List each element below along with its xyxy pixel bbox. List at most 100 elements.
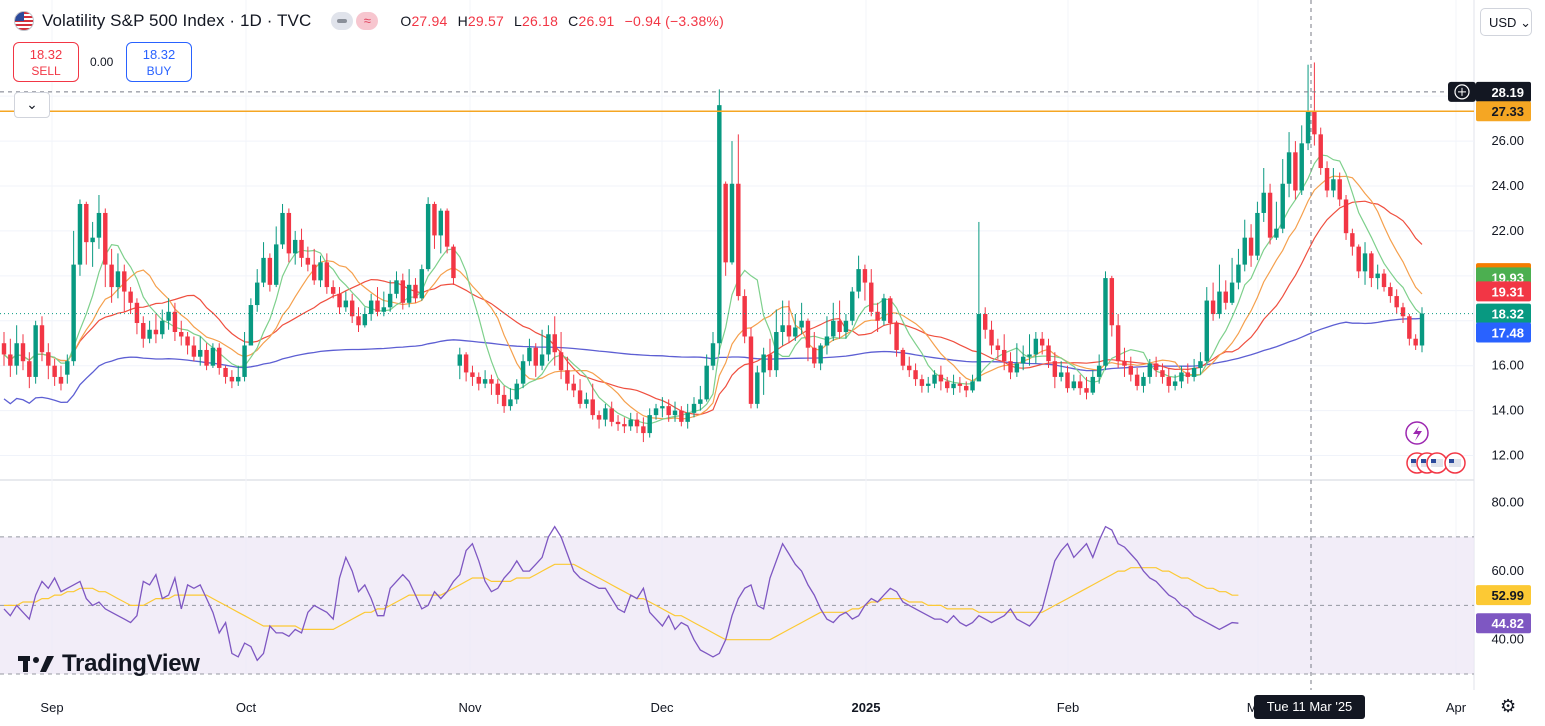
crosshair-date-label: Tue 11 Mar '25: [1254, 695, 1365, 719]
symbol-title[interactable]: Volatility S&P 500 Index · 1D · TVC: [42, 11, 312, 30]
candle-body: [1267, 192, 1273, 238]
candle-body: [552, 334, 557, 353]
price-axis-label: 27.33: [1491, 104, 1524, 119]
price-tick-label: 22.00: [1491, 223, 1524, 238]
candle-body: [1381, 273, 1387, 288]
candle-body: [1153, 363, 1159, 371]
candle-body: [1039, 338, 1045, 346]
candle-body: [508, 399, 513, 407]
candle-body: [1413, 338, 1418, 346]
sell-button[interactable]: 18.32 SELL: [13, 42, 79, 82]
candle-body: [881, 298, 887, 321]
candle-body: [1356, 246, 1361, 272]
candle-body: [160, 320, 165, 335]
candle-body: [185, 336, 190, 346]
candle-body: [1369, 253, 1374, 279]
candle-body: [103, 212, 108, 265]
candle-body: [1179, 372, 1184, 382]
candle-body: [280, 212, 285, 245]
candle-body: [406, 284, 412, 303]
candle-body: [33, 325, 38, 377]
candle-body: [337, 293, 342, 308]
candle-body: [20, 343, 26, 362]
candle-body: [900, 349, 906, 366]
candle-body: [729, 183, 735, 263]
price-axis-label: 17.48: [1491, 325, 1524, 340]
currency-select[interactable]: USD ⌄: [1480, 8, 1532, 36]
candle-body: [1141, 376, 1146, 386]
candle-body: [1160, 370, 1165, 377]
candle-body: [1394, 296, 1399, 308]
ohlc-open-key: O: [400, 13, 412, 29]
ohlc-low-value: 26.18: [522, 13, 559, 29]
price-axis-label: 19.31: [1491, 284, 1524, 299]
price-tick-label: 16.00: [1491, 358, 1524, 373]
candle-body: [470, 372, 475, 377]
collapse-legend-button[interactable]: ⌄: [14, 92, 50, 118]
candle-body: [963, 385, 969, 391]
price-axis-label-box: [1476, 101, 1531, 122]
candle-body: [1261, 192, 1266, 213]
sell-label: SELL: [31, 64, 61, 78]
candle-body: [198, 349, 203, 357]
candle-body: [862, 269, 868, 283]
candle-body: [837, 320, 842, 332]
ohlc-high-value: 29.57: [467, 13, 504, 29]
candle-body: [349, 300, 355, 317]
candle-body: [1318, 134, 1323, 169]
flag-canton: [1421, 459, 1426, 463]
candle-body: [932, 374, 937, 384]
candle-body: [723, 183, 728, 263]
candle-body: [1122, 361, 1127, 366]
candle-body: [641, 426, 646, 434]
candle-body: [71, 264, 76, 362]
time-tick-label: Apr: [1446, 700, 1467, 715]
price-axis-label: 18.32: [1491, 307, 1524, 322]
candle-body: [1343, 199, 1349, 234]
candle-body: [292, 239, 298, 254]
candle-body: [52, 365, 57, 377]
candle-body: [134, 302, 140, 324]
ohlc-open-value: 27.94: [411, 13, 448, 29]
candle-body: [653, 408, 659, 416]
candle-body: [1147, 363, 1153, 377]
candle-body: [1084, 388, 1089, 393]
candle-body: [1312, 111, 1317, 135]
indicator-toggle[interactable]: ≈: [331, 12, 379, 30]
candle-body: [425, 203, 431, 270]
candle-body: [254, 282, 260, 306]
candle-body: [248, 305, 254, 346]
buy-button[interactable]: 18.32 BUY: [126, 42, 192, 82]
candle-body: [615, 421, 621, 425]
candle-body: [850, 291, 855, 321]
time-tick-label: Feb: [1057, 700, 1079, 715]
candle-body: [767, 354, 773, 371]
candle-body: [141, 323, 146, 339]
candle-body: [115, 271, 121, 288]
candle-body: [919, 379, 925, 386]
candle-body: [330, 287, 336, 294]
candle-body: [1191, 367, 1197, 377]
candle-body: [419, 269, 425, 299]
candle-body: [1217, 291, 1222, 315]
candle-body: [311, 264, 317, 281]
ohlc-low-key: L: [514, 13, 523, 29]
candle-body: [400, 280, 406, 303]
hide-icon[interactable]: [331, 12, 354, 30]
gear-icon[interactable]: ⚙: [1500, 696, 1517, 716]
candle-body: [1337, 179, 1342, 200]
wave-icon[interactable]: ≈: [356, 12, 379, 30]
rsi-tick-label: 60.00: [1491, 563, 1524, 578]
candle-body: [1, 343, 7, 355]
candle-body: [609, 408, 614, 422]
candle-body: [888, 298, 893, 324]
price-tick-label: 14.00: [1491, 403, 1524, 418]
candle-body: [1001, 349, 1007, 362]
flag-canton: [1431, 459, 1436, 463]
chart-header: Volatility S&P 500 Index · 1D · TVC ≈ O2…: [14, 9, 730, 33]
rsi-ma-line: [4, 563, 1239, 641]
candle-body: [1350, 233, 1355, 247]
candle-body: [1128, 365, 1134, 375]
price-tick-label: 24.00: [1491, 178, 1524, 193]
